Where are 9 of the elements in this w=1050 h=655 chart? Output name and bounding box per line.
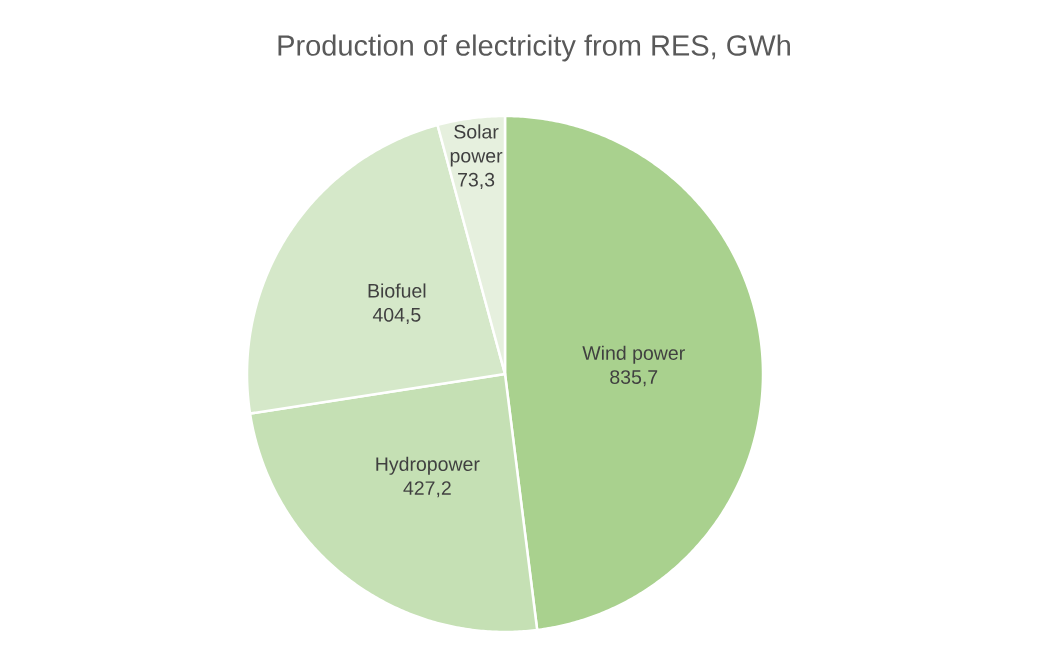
data-label: 835,7 xyxy=(610,370,658,387)
slice-label: Hydropower xyxy=(376,456,480,475)
data-label: 73,3 xyxy=(458,172,495,189)
data-label: 427,2 xyxy=(403,481,451,498)
slice-label: Solar power xyxy=(450,124,503,167)
slice-label: Wind power xyxy=(582,345,685,364)
slice-label: Biofuel xyxy=(368,283,426,298)
chart-title: Production of electricity from RES, GWh xyxy=(278,34,790,62)
data-label: 404,5 xyxy=(372,307,421,325)
